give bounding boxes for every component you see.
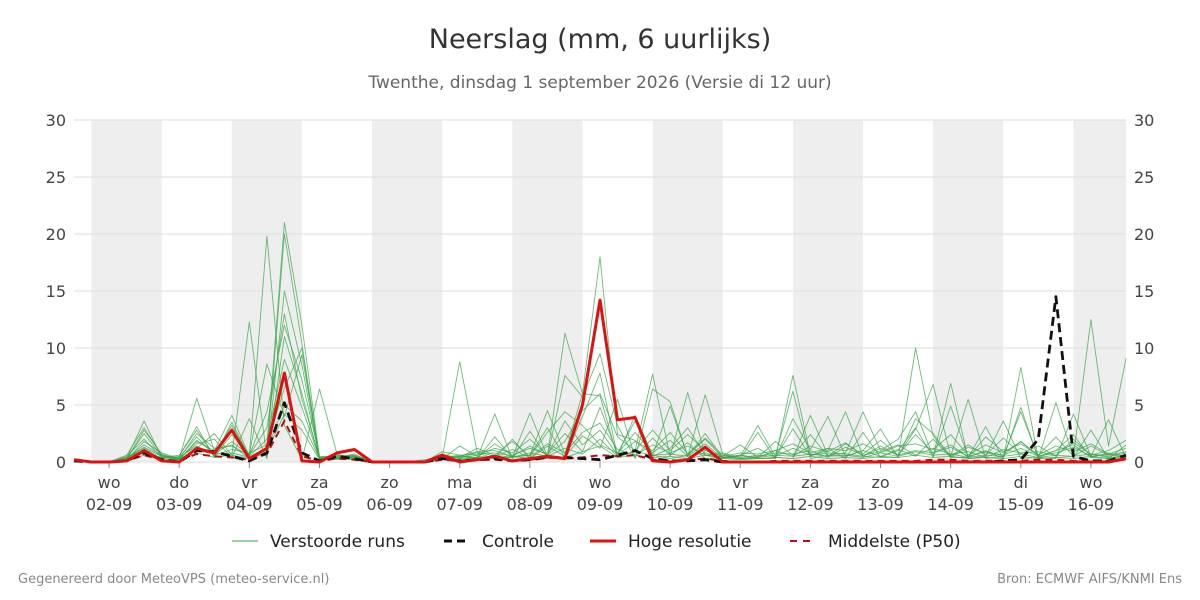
x-tick-day-3: za bbox=[310, 473, 328, 492]
x-tick-date-14: 16-09 bbox=[1068, 495, 1115, 514]
x-tick-date-8: 10-09 bbox=[647, 495, 694, 514]
x-tick-day-1: do bbox=[169, 473, 189, 492]
y-tick-left-15: 15 bbox=[46, 282, 66, 301]
legend: Verstoorde runs Controle Hoge resolutie Mid… bbox=[232, 532, 961, 552]
y-axis-right: 0 5 10 15 20 25 30 bbox=[1134, 111, 1154, 472]
x-tick-date-12: 14-09 bbox=[927, 495, 974, 514]
x-tick-day-12: ma bbox=[938, 473, 963, 492]
x-tick-date-5: 07-09 bbox=[436, 495, 483, 514]
legend-label-control: Controle bbox=[482, 532, 554, 552]
x-tick-day-7: wo bbox=[589, 473, 612, 492]
control-run-line bbox=[73, 295, 1127, 464]
series-group bbox=[73, 222, 1127, 464]
p50-median-line bbox=[73, 418, 1127, 463]
x-tick-date-1: 03-09 bbox=[156, 495, 203, 514]
x-tick-day-8: do bbox=[660, 473, 680, 492]
x-tick-day-11: zo bbox=[871, 473, 889, 492]
high-resolution-line bbox=[73, 298, 1127, 464]
y-tick-left-20: 20 bbox=[46, 225, 66, 244]
x-tick-day-10: za bbox=[801, 473, 819, 492]
x-tick-day-4: zo bbox=[381, 473, 399, 492]
y-tick-right-0: 0 bbox=[1134, 453, 1144, 472]
y-tick-right-25: 25 bbox=[1134, 168, 1154, 187]
x-tick-date-6: 08-09 bbox=[507, 495, 554, 514]
footer-source: Bron: ECMWF AIFS/KNMI Ens bbox=[997, 572, 1182, 587]
y-tick-left-25: 25 bbox=[46, 168, 66, 187]
legend-label-high_res: Hoge resolutie bbox=[628, 532, 752, 552]
x-tick-day-9: vr bbox=[732, 473, 748, 492]
y-tick-left-30: 30 bbox=[46, 111, 66, 130]
x-tick-day-5: ma bbox=[447, 473, 472, 492]
perturbed-run-line-6 bbox=[74, 354, 1127, 463]
y-tick-right-15: 15 bbox=[1134, 282, 1154, 301]
y-tick-right-20: 20 bbox=[1134, 225, 1154, 244]
x-tick-date-2: 04-09 bbox=[226, 495, 273, 514]
perturbed-run-line-5 bbox=[74, 336, 1127, 463]
y-tick-right-5: 5 bbox=[1134, 396, 1144, 415]
x-axis: wo 02-09 do 03-09 vr 04-09 za 05-09 zo 06-09 ma 07-… bbox=[86, 462, 1114, 514]
x-tick-date-4: 06-09 bbox=[366, 495, 413, 514]
y-tick-left-0: 0 bbox=[56, 453, 66, 472]
legend-item-p50[interactable]: Middelste (P50) bbox=[790, 532, 961, 552]
x-tick-day-0: wo bbox=[98, 473, 121, 492]
perturbed-run-line-8 bbox=[74, 347, 1127, 463]
legend-item-high_res[interactable]: Hoge resolutie bbox=[590, 532, 752, 552]
x-tick-day-2: vr bbox=[241, 473, 257, 492]
x-tick-day-14: wo bbox=[1079, 473, 1102, 492]
chart-title: Neerslag (mm, 6 uurlijks) bbox=[428, 24, 772, 55]
perturbed-run-line-11 bbox=[74, 313, 1127, 463]
y-tick-left-5: 5 bbox=[56, 396, 66, 415]
chart-subtitle: Twenthe, dinsdag 1 september 2026 (Versi… bbox=[368, 73, 832, 93]
x-tick-date-0: 02-09 bbox=[86, 495, 133, 514]
x-tick-date-7: 09-09 bbox=[577, 495, 624, 514]
legend-item-control[interactable]: Controle bbox=[444, 532, 554, 552]
y-tick-left-10: 10 bbox=[46, 339, 66, 358]
x-tick-date-9: 11-09 bbox=[717, 495, 764, 514]
y-axis-left: 0 5 10 15 20 25 30 bbox=[46, 111, 66, 472]
legend-label-perturbed: Verstoorde runs bbox=[270, 532, 405, 552]
y-tick-right-30: 30 bbox=[1134, 111, 1154, 130]
y-tick-right-10: 10 bbox=[1134, 339, 1154, 358]
legend-label-p50: Middelste (P50) bbox=[828, 532, 961, 552]
x-tick-date-11: 13-09 bbox=[857, 495, 904, 514]
x-tick-day-6: di bbox=[523, 473, 538, 492]
x-tick-date-13: 15-09 bbox=[998, 495, 1045, 514]
legend-item-perturbed[interactable]: Verstoorde runs bbox=[232, 532, 405, 552]
x-tick-date-10: 12-09 bbox=[787, 495, 834, 514]
x-tick-date-3: 05-09 bbox=[296, 495, 343, 514]
x-tick-day-13: di bbox=[1013, 473, 1028, 492]
footer-generated-by: Gegenereerd door MeteoVPS (meteo-service… bbox=[18, 572, 330, 587]
